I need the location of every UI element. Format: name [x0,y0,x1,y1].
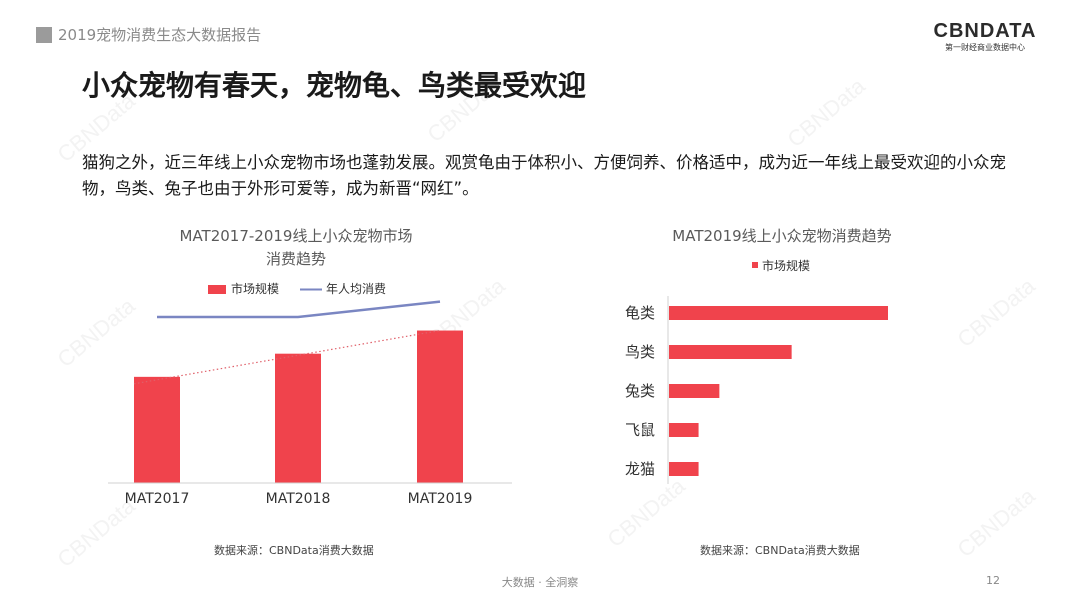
intro-text: 猫狗之外，近三年线上小众宠物市场也蓬勃发展。观赏龟由于体积小、方便饲养、价格适中… [82,153,1006,198]
chart1-title: MAT2017-2019线上小众宠物市场 [180,227,413,245]
bar-兔类 [669,384,720,398]
page-title: 小众宠物有春天，宠物龟、鸟类最受欢迎 [82,69,587,102]
page-number: 12 [986,574,1000,587]
y-tick-label: 鸟类 [625,343,655,361]
chart2-title: MAT2019线上小众宠物消费趋势 [672,227,891,245]
legend-line-label: 年人均消费 [326,282,386,296]
legend-bar-label: 市场规模 [231,281,279,296]
bar-鸟类 [669,345,792,359]
bar-飞鼠 [669,423,699,437]
line-年人均消费 [157,300,441,319]
cbndata-logo: CBNDATA 第一财经商业数据中心 [930,20,1040,53]
logo-text: CBNDATA [933,20,1037,42]
bar-MAT2018 [275,353,321,483]
logo-subtitle: 第一财经商业数据中心 [945,43,1025,52]
x-tick-label: MAT2018 [266,491,331,507]
legend-bar-label: 市场规模 [762,258,810,273]
chart1-subtitle: 消费趋势 [266,250,326,268]
legend-bar-swatch [208,285,226,294]
x-tick-label: MAT2017 [125,491,190,507]
bar-MAT2019 [417,330,463,483]
footer-slogan: 大数据 · 全洞察 [501,576,579,589]
y-tick-label: 龙猫 [625,460,655,478]
y-tick-label: 龟类 [625,304,655,322]
chart2-source: 数据来源：CBNData消费大数据 [700,544,860,557]
y-tick-label: 兔类 [625,382,655,400]
y-tick-label: 飞鼠 [625,421,655,439]
bar-MAT2017 [134,376,180,483]
chart1-source: 数据来源：CBNData消费大数据 [214,544,374,557]
bar-龟类 [669,306,888,320]
header-marker-icon [36,27,52,43]
report-title: 2019宠物消费生态大数据报告 [58,26,262,44]
x-tick-label: MAT2019 [408,491,473,507]
legend-bar-swatch [752,262,758,268]
bar-龙猫 [669,462,699,476]
